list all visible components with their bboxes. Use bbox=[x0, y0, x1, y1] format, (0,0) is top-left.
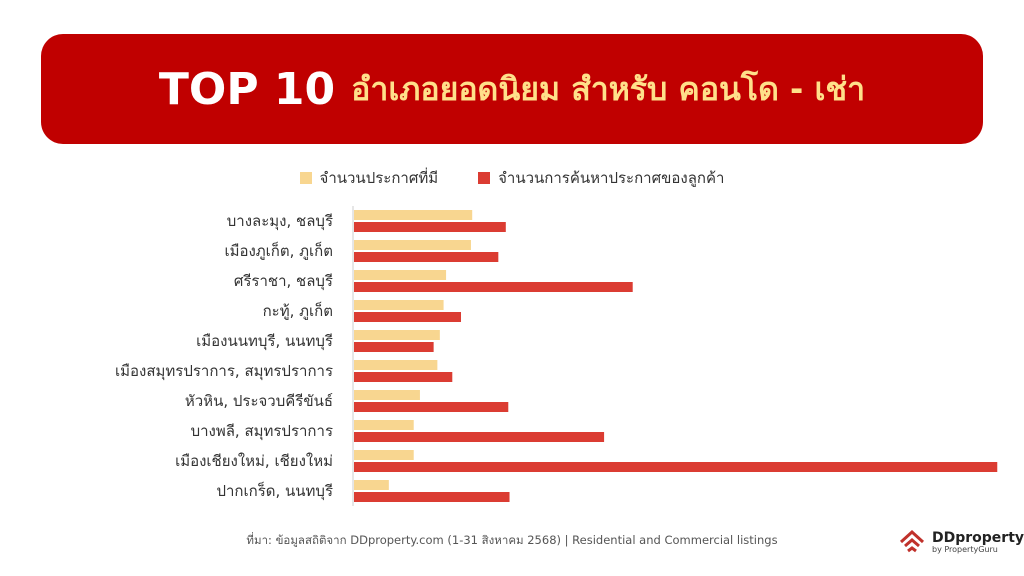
logo-brand-text: DDproperty bbox=[932, 529, 1024, 546]
bar-listings bbox=[354, 240, 471, 250]
bar-listings bbox=[354, 360, 438, 370]
category-label: บางละมุง, ชลบุรี bbox=[227, 212, 333, 231]
logo-by-text: by PropertyGuru bbox=[932, 544, 998, 554]
title-banner: TOP 10 อำเภอยอดนิยม สำหรับ คอนโด - เช่า bbox=[41, 34, 983, 144]
bar-listings bbox=[354, 450, 414, 460]
legend-swatch-searches bbox=[478, 172, 491, 184]
bar-listings bbox=[354, 300, 444, 310]
bar-searches bbox=[354, 402, 509, 412]
house-logo-icon bbox=[899, 529, 925, 553]
bar-searches bbox=[354, 492, 510, 502]
bar-listings bbox=[354, 330, 440, 340]
chart-legend: จำนวนประกาศที่มี จำนวนการค้นหาประกาศของล… bbox=[0, 166, 1024, 190]
source-note: ที่มา: ข้อมูลสถิติจาก DDproperty.com (1-… bbox=[246, 533, 778, 547]
category-label: บางพลี, สมุทรปราการ bbox=[191, 422, 333, 441]
category-label: เมืองสมุทรปราการ, สมุทรปราการ bbox=[115, 362, 333, 381]
category-label: หัวหิน, ประจวบคีรีขันธ์ bbox=[185, 392, 333, 410]
bar-listings bbox=[354, 390, 420, 400]
category-label: กะทู้, ภูเก็ต bbox=[263, 301, 333, 320]
bar-searches bbox=[354, 282, 633, 292]
ddproperty-logo: DDproperty by PropertyGuru bbox=[898, 528, 1024, 556]
bar-searches bbox=[354, 462, 998, 472]
legend-label-listings: จำนวนประกาศที่มี bbox=[319, 169, 439, 187]
bar-searches bbox=[354, 312, 462, 322]
category-label: เมืองเชียงใหม่, เชียงใหม่ bbox=[175, 452, 333, 470]
title-subtitle: อำเภอยอดนิยม สำหรับ คอนโด - เช่า bbox=[351, 69, 866, 108]
title-top10: TOP 10 bbox=[158, 63, 336, 115]
legend-item-listings: จำนวนประกาศที่มี bbox=[299, 166, 439, 190]
legend-swatch-listings bbox=[299, 172, 312, 184]
bar-listings bbox=[354, 210, 473, 220]
bar-listings bbox=[354, 270, 447, 280]
category-label: ศรีราชา, ชลบุรี bbox=[234, 272, 333, 291]
bar-searches bbox=[354, 252, 499, 262]
category-label: เมืองภูเก็ต, ภูเก็ต bbox=[224, 241, 333, 260]
legend-item-searches: จำนวนการค้นหาประกาศของลูกค้า bbox=[478, 166, 724, 190]
bar-searches bbox=[354, 372, 453, 382]
bar-searches bbox=[354, 432, 605, 442]
legend-label-searches: จำนวนการค้นหาประกาศของลูกค้า bbox=[498, 169, 725, 187]
bar-listings bbox=[354, 480, 389, 490]
bar-listings bbox=[354, 420, 414, 430]
category-label: เมืองนนทบุรี, นนทบุรี bbox=[196, 332, 333, 351]
bar-searches bbox=[354, 222, 506, 232]
bar-searches bbox=[354, 342, 434, 352]
category-label: ปากเกร็ด, นนทบุรี bbox=[216, 481, 333, 501]
